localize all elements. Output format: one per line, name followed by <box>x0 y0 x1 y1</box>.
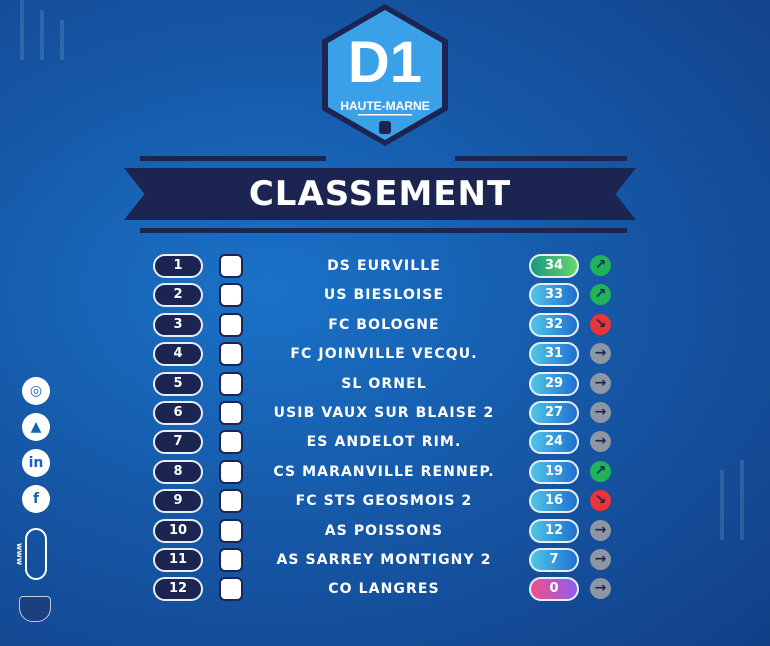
trend-up-icon: ↗ <box>590 255 611 276</box>
table-row: 6 USIB VAUX SUR BLAISE 2 27 → <box>0 401 770 427</box>
club-name: DS EURVILLE <box>327 258 441 274</box>
trend-same-icon: → <box>590 343 611 365</box>
club-name: FC BOLOGNE <box>328 316 440 333</box>
decor-stripe <box>20 0 24 60</box>
logo-subtitle: HAUTE-MARNE <box>340 99 429 113</box>
club-logo-icon <box>219 401 243 425</box>
points-badge: 34 <box>529 254 579 278</box>
table-row: 1 DS EURVILLE 34 ↗ <box>0 254 770 280</box>
table-row: 8 CS MARANVILLE RENNEP. 19 ↗ <box>0 459 770 486</box>
club-name: ES ANDELOT RIM. <box>306 434 462 451</box>
rank-badge: 3 <box>153 312 203 337</box>
points-badge: 7 <box>529 548 579 572</box>
trend-down-icon: ↘ <box>590 313 611 335</box>
points-badge: 0 <box>529 577 579 602</box>
table-row: 3 FC BOLOGNE 32 ↘ <box>0 312 770 339</box>
club-logo-icon <box>219 254 243 278</box>
table-row: 2 US BIESLOISE 33 ↗ <box>0 283 770 309</box>
points-badge: 27 <box>529 401 579 425</box>
club-name: AS POISSONS <box>324 522 444 539</box>
club-name: AS SARREY MONTIGNY 2 <box>276 552 492 568</box>
club-logo-icon <box>219 342 243 367</box>
trend-same-icon: → <box>590 549 611 570</box>
points-badge: 19 <box>529 459 579 484</box>
trend-same-icon: → <box>590 402 611 423</box>
divider-bottom <box>140 228 627 233</box>
points-badge: 12 <box>529 518 579 543</box>
logo-title: D1 <box>348 30 422 95</box>
decor-stripe <box>60 20 64 60</box>
club-name: SL ORNEL <box>341 375 427 392</box>
league-crest-icon <box>19 596 51 622</box>
trend-up-icon: ↗ <box>590 460 611 482</box>
club-logo-icon <box>219 518 243 543</box>
club-logo-icon <box>219 459 243 484</box>
club-logo-icon <box>219 283 243 308</box>
club-logo-icon <box>219 489 243 514</box>
page-title: CLASSEMENT <box>248 174 512 214</box>
table-row: 10 AS POISSONS 12 → <box>0 518 770 545</box>
club-logo-icon <box>219 312 243 337</box>
rank-badge: 4 <box>153 342 203 367</box>
trend-same-icon: → <box>590 578 611 600</box>
facebook-icon[interactable]: f <box>22 485 50 513</box>
club-name: CS MARANVILLE RENNEP. <box>273 463 495 480</box>
trend-same-icon: → <box>590 431 611 453</box>
club-name: CO LANGRES <box>328 581 440 598</box>
rank-badge: 5 <box>153 371 203 396</box>
table-row: 4 FC JOINVILLE VECQU. 31 → <box>0 342 770 368</box>
divider-left <box>140 156 326 161</box>
rank-badge: 7 <box>153 430 203 455</box>
club-logo-icon <box>219 577 243 602</box>
table-row: 5 SL ORNEL 29 → <box>0 371 770 398</box>
table-row: 12 CO LANGRES 0 → <box>0 577 770 603</box>
d1-haute-marne-logo: D1 HAUTE-MARNE <box>322 4 448 146</box>
table-row: 11 AS SARREY MONTIGNY 2 7 → <box>0 548 770 574</box>
club-name: FC JOINVILLE VECQU. <box>290 346 478 363</box>
trend-same-icon: → <box>590 519 611 541</box>
rank-badge: 1 <box>153 254 203 278</box>
decor-stripe <box>40 10 44 60</box>
points-badge: 32 <box>529 312 579 337</box>
points-badge: 33 <box>529 283 579 308</box>
rank-badge: 11 <box>153 548 203 572</box>
club-name: FC STS GEOSMOIS 2 <box>295 493 473 510</box>
rank-badge: 8 <box>153 459 203 484</box>
points-badge: 29 <box>529 371 579 396</box>
rank-badge: 10 <box>153 518 203 543</box>
decor-stripe <box>740 460 744 540</box>
points-badge: 16 <box>529 489 579 514</box>
rank-badge: 12 <box>153 577 203 602</box>
table-row: 9 FC STS GEOSMOIS 2 16 ↘ <box>0 489 770 515</box>
trend-up-icon: ↗ <box>590 284 611 306</box>
rank-badge: 9 <box>153 489 203 514</box>
tiktok-icon[interactable]: ▲ <box>22 413 50 441</box>
decor-stripe <box>720 470 724 540</box>
club-name: USIB VAUX SUR BLAISE 2 <box>273 405 495 421</box>
club-logo-icon <box>219 548 243 572</box>
club-logo-icon <box>219 430 243 455</box>
rank-badge: 2 <box>153 283 203 308</box>
points-badge: 31 <box>529 342 579 367</box>
club-name: US BIESLOISE <box>323 287 445 304</box>
instagram-icon[interactable]: ◎ <box>22 377 50 405</box>
table-row: 7 ES ANDELOT RIM. 24 → <box>0 430 770 456</box>
divider-right <box>455 156 627 161</box>
title-banner: CLASSEMENT <box>124 168 636 220</box>
trend-down-icon: ↘ <box>590 490 611 512</box>
trend-same-icon: → <box>590 372 611 394</box>
website-icon[interactable]: www <box>15 528 47 580</box>
rank-badge: 6 <box>153 401 203 425</box>
linkedin-icon[interactable]: in <box>22 449 50 477</box>
points-badge: 24 <box>529 430 579 455</box>
club-logo-icon <box>219 371 243 396</box>
